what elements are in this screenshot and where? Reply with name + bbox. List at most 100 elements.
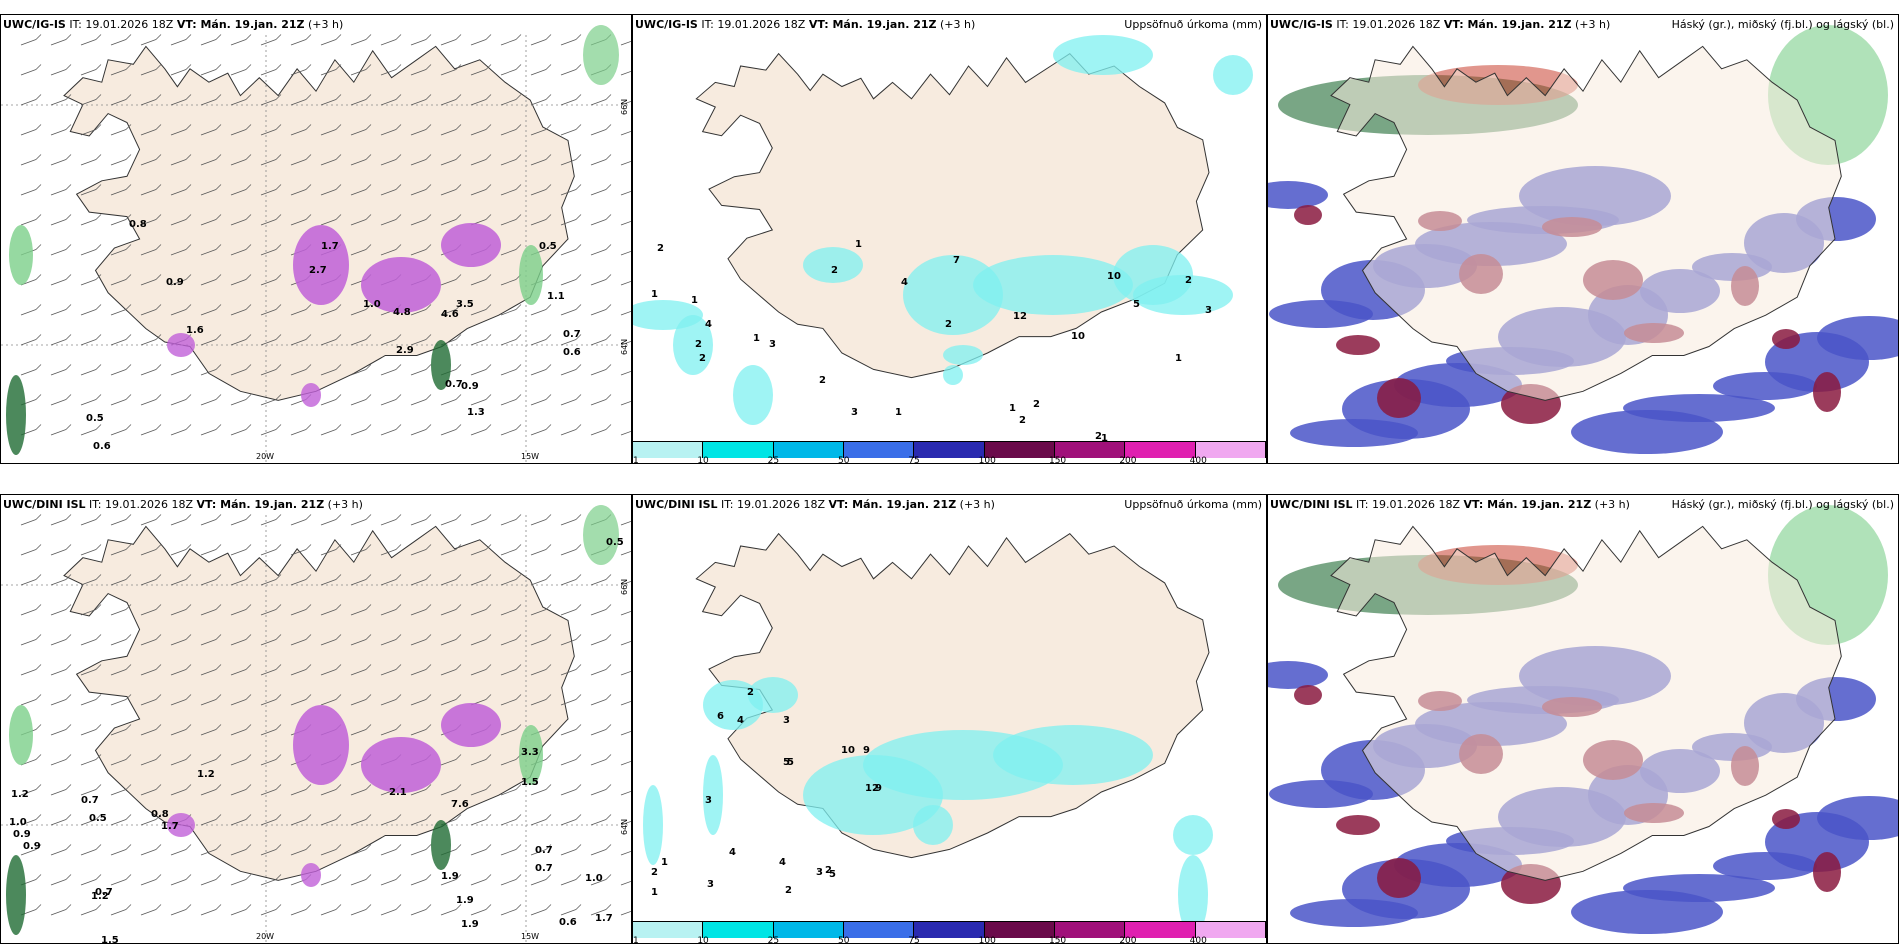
precip-area — [748, 677, 798, 713]
wind-barb — [620, 70, 631, 76]
wind-barb-flag — [605, 214, 612, 220]
value-label: 3 — [851, 407, 858, 418]
wind-barb — [290, 129, 307, 136]
wind-barb-flag — [425, 154, 432, 160]
wind-barb-flag — [155, 364, 162, 370]
wind-barb-flag — [245, 214, 252, 220]
panel-title: Háský (gr.), miðský (fj.bl.) og lágský (… — [1671, 18, 1894, 31]
wind-barb — [500, 399, 517, 406]
value-label: 1.2 — [197, 769, 215, 780]
wind-barb-flag — [605, 754, 612, 760]
wind-barb-flag — [125, 754, 132, 760]
wind-barb — [590, 639, 607, 646]
wind-barb — [500, 69, 517, 76]
wind-barb — [140, 219, 157, 226]
wind-barb-flag — [125, 514, 132, 520]
wind-barb-flag — [545, 94, 552, 100]
wind-barb — [530, 639, 547, 646]
value-label: 2.9 — [396, 345, 414, 356]
wind-barb-flag — [515, 874, 522, 880]
colorbar-tick: 150 — [1048, 936, 1067, 944]
wind-barb — [590, 399, 607, 406]
wind-barb — [380, 219, 397, 226]
wind-barb-flag — [575, 394, 582, 400]
wind-barb — [530, 699, 547, 706]
value-label: 0.6 — [93, 441, 111, 452]
wind-barb — [170, 99, 187, 106]
wind-barb — [140, 249, 157, 256]
wind-barb-flag — [185, 274, 192, 280]
wind-barb-flag — [215, 394, 222, 400]
wind-barb-flag — [605, 94, 612, 100]
wind-barb-flag — [455, 394, 462, 400]
wind-barb-flag — [245, 784, 252, 790]
wind-barb-flag — [155, 274, 162, 280]
precip-area — [803, 755, 943, 835]
wind-barb — [350, 339, 367, 346]
wind-barb — [440, 219, 457, 226]
wind-barb — [620, 670, 631, 676]
wind-barb-flag — [95, 364, 102, 370]
wind-barb-flag — [425, 874, 432, 880]
wind-barb-flag — [455, 814, 462, 820]
wind-barb-flag — [275, 784, 282, 790]
wind-barb-flag — [125, 574, 132, 580]
wind-barb-flag — [575, 874, 582, 880]
wind-barb — [560, 69, 577, 76]
wind-barb — [50, 729, 67, 736]
panel-bottom-right: UWC/DINI ISL IT: 19.01.2026 18Z VT: Mán.… — [1267, 494, 1899, 944]
wind-barb-flag — [65, 574, 72, 580]
wind-barb-flag — [605, 724, 612, 730]
panel-header: UWC/DINI ISL IT: 19.01.2026 18Z VT: Mán.… — [1270, 498, 1630, 511]
wind-barb-flag — [125, 784, 132, 790]
graticule: 20W 15W 66N 64N — [1, 515, 631, 943]
mid-cloud — [1294, 205, 1322, 225]
wind-barb-flag — [365, 844, 372, 850]
wind-barb — [200, 639, 217, 646]
wind-barb — [500, 159, 517, 166]
wind-barb — [350, 429, 367, 436]
coastline — [63, 45, 575, 401]
wind-barb — [620, 310, 631, 316]
wind-barb-flag — [365, 814, 372, 820]
wind-barb-flag — [365, 424, 372, 430]
wind-barb — [470, 759, 487, 766]
wind-barb — [200, 129, 217, 136]
wind-barb — [500, 39, 517, 46]
value-label: 1.0 — [9, 817, 27, 828]
wind-barb — [200, 279, 217, 286]
coastline — [1330, 45, 1842, 401]
wind-barb-flag — [335, 304, 342, 310]
wind-barb — [200, 219, 217, 226]
wind-barb — [260, 519, 277, 526]
wind-barb-flag — [35, 544, 42, 550]
wind-barb-flag — [35, 154, 42, 160]
wind-barb-flag — [305, 424, 312, 430]
wind-barb-flag — [395, 544, 402, 550]
wind-barb — [320, 579, 337, 586]
wind-barb — [50, 219, 67, 226]
wind-barb — [50, 309, 67, 316]
value-label: 0.5 — [89, 813, 107, 824]
wind-barb — [110, 669, 127, 676]
wind-barb-flag — [275, 214, 282, 220]
wind-barb — [470, 819, 487, 826]
wind-barb — [410, 369, 427, 376]
precip-area — [1133, 275, 1233, 315]
wind-barb-flag — [515, 634, 522, 640]
wind-barb — [50, 339, 67, 346]
wind-barb-flag — [575, 634, 582, 640]
wind-barb-flag — [575, 424, 582, 430]
wind-barb — [80, 339, 97, 346]
wind-barb — [200, 699, 217, 706]
wind-barb-flag — [65, 784, 72, 790]
wind-barb-flag — [305, 304, 312, 310]
wind-barb-flag — [65, 424, 72, 430]
wind-barb — [410, 549, 427, 556]
wind-barb-flag — [455, 574, 462, 580]
wind-barb — [590, 669, 607, 676]
value-label: 12 — [1013, 311, 1027, 322]
wind-barb — [50, 369, 67, 376]
wind-barb — [440, 549, 457, 556]
wind-barb-flag — [455, 364, 462, 370]
